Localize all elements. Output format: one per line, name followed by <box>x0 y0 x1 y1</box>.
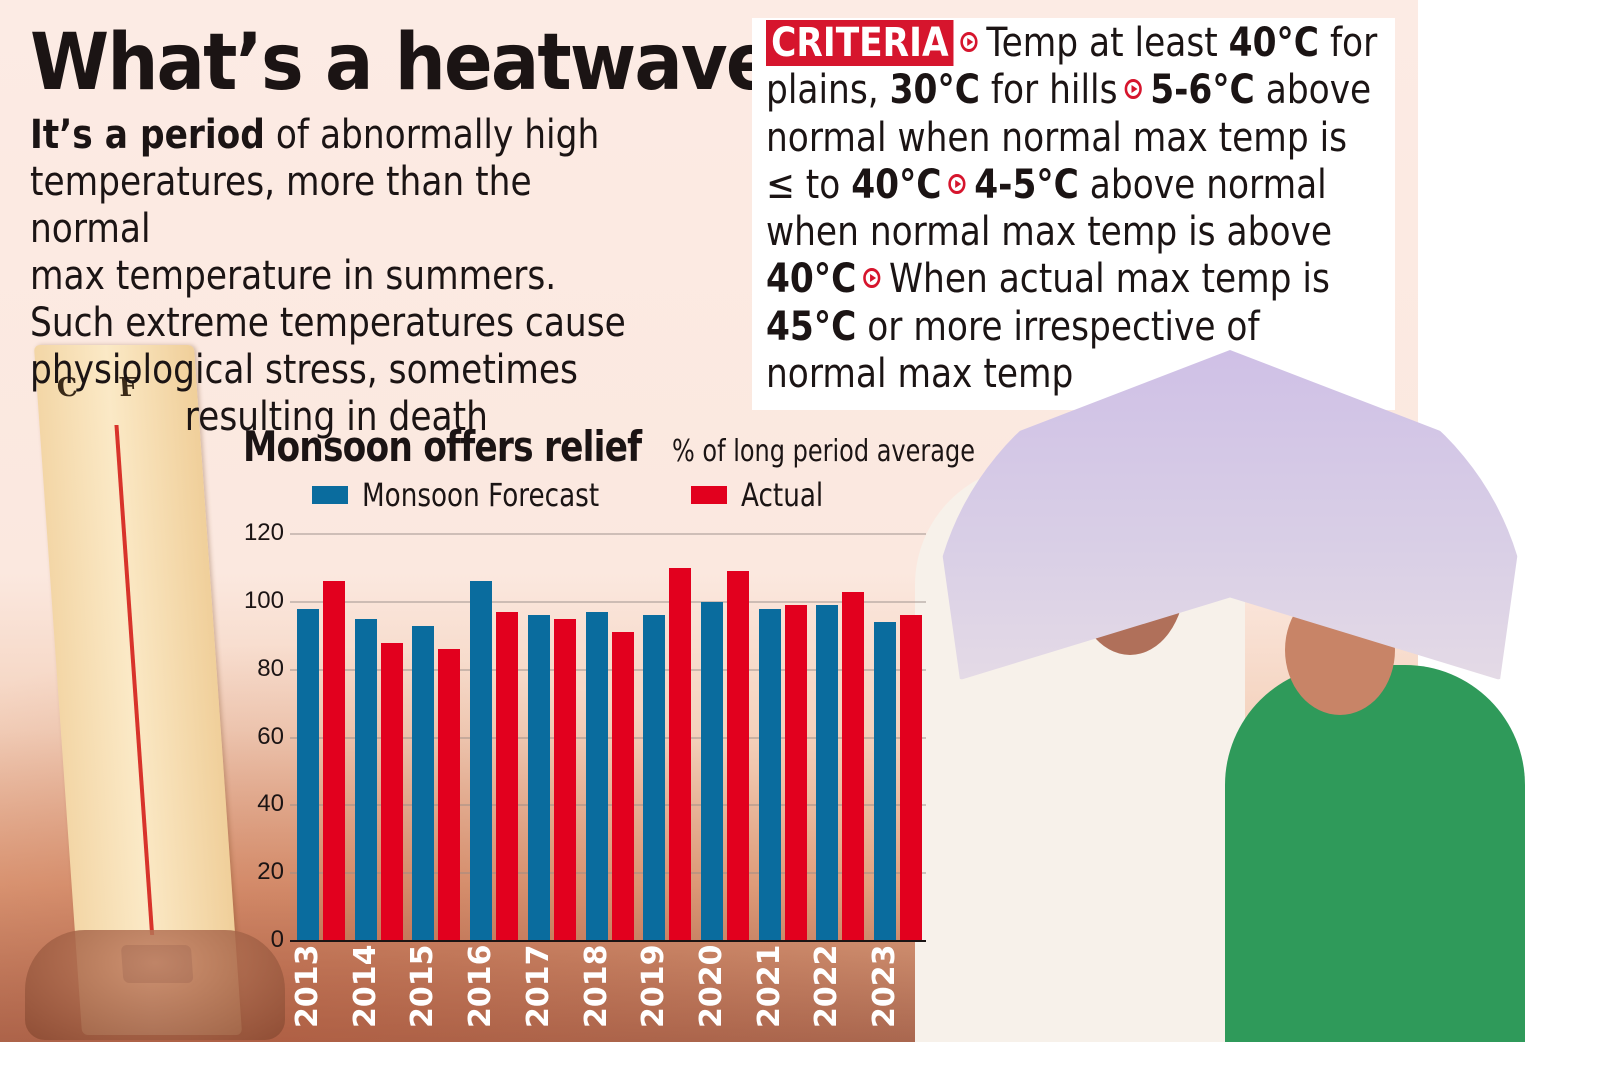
gridline <box>290 804 926 807</box>
y-tick-label: 60 <box>257 722 284 750</box>
x-tick-label: 2016 <box>463 944 499 1029</box>
legend-swatch-actual <box>691 486 728 504</box>
intro-text: It’s a period of abnormally high tempera… <box>30 112 632 441</box>
x-tick-label: 2018 <box>578 944 614 1029</box>
chart-title: Monsoon offers relief <box>243 422 642 471</box>
legend-label-forecast: Monsoon Forecast <box>362 476 600 514</box>
legend-label-actual: Actual <box>741 476 824 514</box>
y-tick-label: 120 <box>243 519 284 546</box>
x-tick-label: 2015 <box>405 944 441 1029</box>
criteria-text-run: for plains, <box>766 20 1378 114</box>
bar-forecast <box>643 615 666 941</box>
bar-actual <box>496 612 519 941</box>
x-tick-label: 2021 <box>751 944 787 1029</box>
criteria-value: 30°C <box>889 67 980 114</box>
intro-line: resulting in death <box>184 394 488 440</box>
criteria-value: 40°C <box>1228 20 1320 66</box>
intro-line: Such extreme temperatures cause <box>30 300 626 346</box>
bullet-icon <box>960 32 978 52</box>
bar-forecast <box>470 581 493 941</box>
bar-actual <box>784 605 807 941</box>
chart-subtitle: % of long period average <box>672 434 975 469</box>
bar-forecast <box>297 608 319 941</box>
y-tick-label: 40 <box>257 790 284 818</box>
bar-chart-plot: 0 20 40 60 80 100 120 2013 2014 2015 2016 2017 2018 2… <box>243 519 926 1029</box>
bar-forecast <box>874 622 896 941</box>
intro-line: of abnormally high <box>264 112 600 158</box>
criteria-value: 40°C <box>851 161 942 208</box>
gridline <box>290 872 926 875</box>
gridline <box>290 533 926 535</box>
bar-actual <box>323 581 345 941</box>
x-tick-label: 2017 <box>520 944 556 1029</box>
criteria-text-run: above normal when normal max temp is abo… <box>766 161 1333 256</box>
bar-forecast <box>816 605 839 941</box>
x-tick-label: 2014 <box>347 944 383 1029</box>
infographic: C F What’s a heatwave It’s a period of a… <box>0 0 1540 1042</box>
criteria-value: 4-5°C <box>974 161 1079 208</box>
x-tick-label: 2022 <box>809 944 845 1029</box>
y-tick-label: 100 <box>243 586 284 614</box>
intro-line: physiological stress, sometimes <box>30 347 578 393</box>
bar-forecast <box>700 601 723 941</box>
x-tick-label: 2023 <box>867 944 902 1029</box>
bar-actual <box>380 642 403 941</box>
bar-actual <box>900 615 922 941</box>
x-tick-label: 2020 <box>693 944 729 1029</box>
x-axis-baseline <box>290 940 926 942</box>
criteria-text: CRITERIA Temp at least 40°C for plains, 3… <box>766 20 1385 398</box>
criteria-text-run: Temp at least <box>986 20 1229 66</box>
bar-actual <box>726 571 749 941</box>
bar-actual <box>842 591 865 941</box>
legend-swatch-forecast <box>312 486 348 504</box>
hand-image <box>25 930 285 1040</box>
bar-forecast <box>585 612 608 941</box>
y-tick-label: 0 <box>270 926 284 953</box>
intro-bold: It’s a period <box>30 112 265 158</box>
criteria-value: 45°C <box>766 303 857 350</box>
couple-umbrella-photo <box>915 345 1540 1042</box>
chart-legend: Monsoon Forecast Actual <box>312 476 841 514</box>
bar-actual <box>553 618 576 941</box>
bar-forecast <box>412 625 435 941</box>
criteria-value: 40°C <box>766 256 857 303</box>
criteria-text-run: When actual max temp is <box>889 256 1330 303</box>
bullet-icon <box>863 268 881 289</box>
page-title: What’s a heatwave <box>30 18 775 108</box>
intro-line: temperatures, more than the normal <box>30 159 532 252</box>
gridline <box>290 600 926 603</box>
x-tick-label: 2013 <box>290 944 325 1029</box>
criteria-text-run: above normal when normal max temp is ≤ t… <box>766 67 1372 208</box>
criteria-text-run: for hills <box>979 67 1118 114</box>
y-tick-label: 20 <box>257 858 284 886</box>
bar-forecast <box>354 618 377 941</box>
bar-forecast <box>527 615 550 941</box>
criteria-box: CRITERIA Temp at least 40°C for plains, 3… <box>752 18 1395 410</box>
gridline <box>290 668 926 671</box>
bar-forecast <box>758 608 781 941</box>
bullet-icon <box>948 173 966 194</box>
criteria-text-run: or more irrespective of normal max temp <box>766 303 1260 398</box>
criteria-value: 5-6°C <box>1150 67 1255 114</box>
x-tick-label: 2019 <box>636 944 672 1029</box>
bullet-icon <box>1124 79 1142 100</box>
gridline <box>290 736 926 739</box>
y-tick-label: 80 <box>257 654 284 682</box>
woman-figure <box>1225 665 1525 1042</box>
criteria-badge: CRITERIA <box>766 20 954 66</box>
intro-line: max temperature in summers. <box>30 253 557 299</box>
bar-actual <box>669 567 692 941</box>
bar-actual <box>611 632 634 941</box>
bar-actual <box>438 649 461 941</box>
